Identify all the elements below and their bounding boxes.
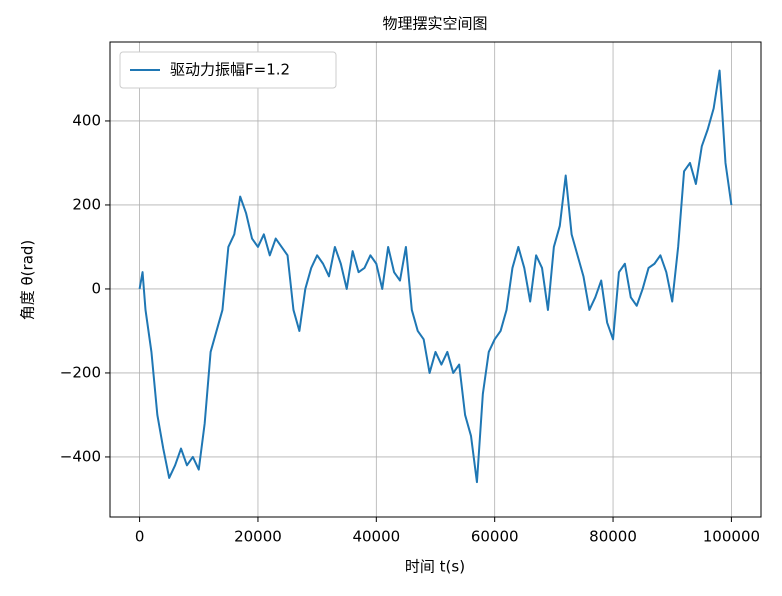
x-tick-label: 60000 [471,528,519,546]
y-tick-label: −400 [60,447,101,465]
line-series [138,69,733,484]
y-tick-label: 200 [72,195,101,213]
x-tick-label: 100000 [703,528,760,546]
y-tick-label: 0 [91,279,101,297]
x-tick-label: 40000 [352,528,400,546]
x-tick-label: 0 [135,528,145,546]
y-axis-label: 角度 θ(rad) [19,240,37,321]
plot-frame [109,41,762,518]
y-tick-label: −200 [60,363,101,381]
chart-title: 物理摆实空间图 [382,15,487,33]
y-tick-label: 400 [72,111,101,129]
x-tick-label: 80000 [589,528,637,546]
legend-label: 驱动力振幅F=1.2 [170,61,290,79]
x-axis-label: 时间 t(s) [405,558,465,576]
legend-box [119,51,337,89]
x-tick-label: 20000 [234,528,282,546]
